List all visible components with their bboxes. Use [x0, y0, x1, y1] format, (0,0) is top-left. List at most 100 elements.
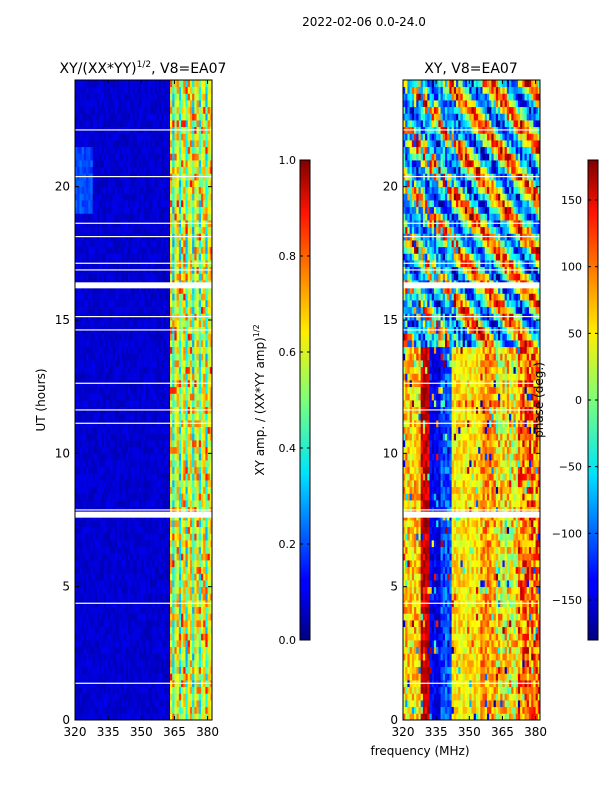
amplitude-cell: [94, 413, 98, 421]
amplitude-cell: [183, 386, 186, 394]
amplitude-cell: [154, 593, 158, 601]
amplitude-cell: [88, 353, 91, 361]
amplitude-cell: [79, 520, 83, 528]
amplitude-cell: [112, 240, 116, 248]
amplitude-cell: [185, 206, 189, 214]
amplitude-cell: [136, 606, 140, 614]
amplitude-cell: [119, 613, 122, 621]
amplitude-cell: [92, 386, 96, 394]
amplitude-cell: [83, 393, 87, 401]
amplitude-cell: [116, 273, 120, 281]
amplitude-cell: [200, 586, 204, 594]
amplitude-cell: [183, 673, 186, 681]
amplitude-cell: [77, 400, 80, 408]
amplitude-cell: [119, 460, 122, 468]
amplitude-cell: [185, 320, 189, 328]
amplitude-cell: [143, 560, 147, 568]
amplitude-cell: [139, 700, 142, 708]
amplitude-cell: [116, 193, 120, 201]
amplitude-cell: [128, 253, 131, 261]
amplitude-cell: [86, 466, 89, 474]
amplitude-cell: [77, 206, 80, 214]
amplitude-cell: [97, 306, 100, 314]
amplitude-cell: [158, 386, 162, 394]
amplitude-cell: [128, 293, 131, 301]
amplitude-cell: [88, 500, 91, 508]
amplitude-cell: [154, 453, 158, 461]
amplitude-cell: [150, 493, 153, 501]
amplitude-cell: [158, 660, 162, 668]
amplitude-cell: [119, 493, 122, 501]
amplitude-cell: [101, 573, 105, 581]
amplitude-cell: [79, 213, 83, 221]
amplitude-cell: [125, 186, 129, 194]
amplitude-cell: [194, 573, 197, 581]
amplitude-cell: [132, 620, 136, 628]
amplitude-cell: [207, 660, 211, 668]
amplitude-cell: [145, 386, 149, 394]
amplitude-cell: [181, 626, 184, 634]
amplitude-cell: [143, 413, 147, 421]
amplitude-cell: [196, 386, 200, 394]
amplitude-cell: [147, 400, 151, 408]
amplitude-cell: [158, 586, 162, 594]
amplitude-cell: [196, 693, 200, 701]
amplitude-cell: [99, 613, 102, 621]
amplitude-cell: [143, 686, 147, 694]
amplitude-cell: [183, 300, 186, 308]
amplitude-cell: [81, 580, 85, 588]
amplitude-cell: [99, 673, 102, 681]
amplitude-cell: [187, 353, 191, 361]
amplitude-cell: [181, 300, 184, 308]
amplitude-cell: [125, 206, 129, 214]
amplitude-cell: [172, 473, 175, 481]
amplitude-cell: [116, 333, 120, 341]
amplitude-cell: [172, 320, 175, 328]
amplitude-cell: [165, 193, 169, 201]
amplitude-cell: [196, 700, 200, 708]
amplitude-cell: [79, 226, 83, 234]
amplitude-cell: [205, 333, 208, 341]
amplitude-cell: [150, 586, 153, 594]
amplitude-cell: [83, 300, 87, 308]
amplitude-cell: [123, 453, 127, 461]
amplitude-cell: [147, 480, 151, 488]
amplitude-cell: [75, 713, 78, 720]
amplitude-cell: [170, 193, 173, 201]
amplitude-cell: [77, 580, 80, 588]
amplitude-cell: [92, 520, 96, 528]
amplitude-cell: [161, 500, 164, 508]
amplitude-cell: [181, 713, 184, 720]
amplitude-cell: [161, 580, 164, 588]
amplitude-cell: [194, 500, 197, 508]
amplitude-cell: [75, 373, 78, 381]
amplitude-cell: [187, 593, 191, 601]
amplitude-cell: [112, 180, 116, 188]
amplitude-cell: [123, 606, 127, 614]
amplitude-cell: [101, 373, 105, 381]
amplitude-cell: [205, 446, 208, 454]
amplitude-cell: [165, 320, 169, 328]
amplitude-cell: [116, 593, 120, 601]
amplitude-cell: [99, 180, 102, 188]
amplitude-cell: [108, 673, 111, 681]
amplitude-cell: [134, 473, 138, 481]
amplitude-cell: [170, 200, 173, 208]
amplitude-cell: [75, 586, 78, 594]
amplitude-cell: [108, 493, 111, 501]
amplitude-cell: [205, 186, 208, 194]
amplitude-cell: [105, 180, 109, 188]
amplitude-cell: [192, 400, 195, 408]
amplitude-cell: [185, 393, 189, 401]
amplitude-cell: [92, 333, 96, 341]
amplitude-cell: [194, 686, 197, 694]
amplitude-cell: [88, 633, 91, 641]
amplitude-cell: [119, 633, 122, 641]
amplitude-cell: [119, 673, 122, 681]
amplitude-cell: [123, 460, 127, 468]
amplitude-cell: [178, 586, 182, 594]
amplitude-cell: [150, 400, 153, 408]
amplitude-cell: [178, 533, 182, 541]
amplitude-cell: [145, 646, 149, 654]
amplitude-cell: [99, 500, 102, 508]
